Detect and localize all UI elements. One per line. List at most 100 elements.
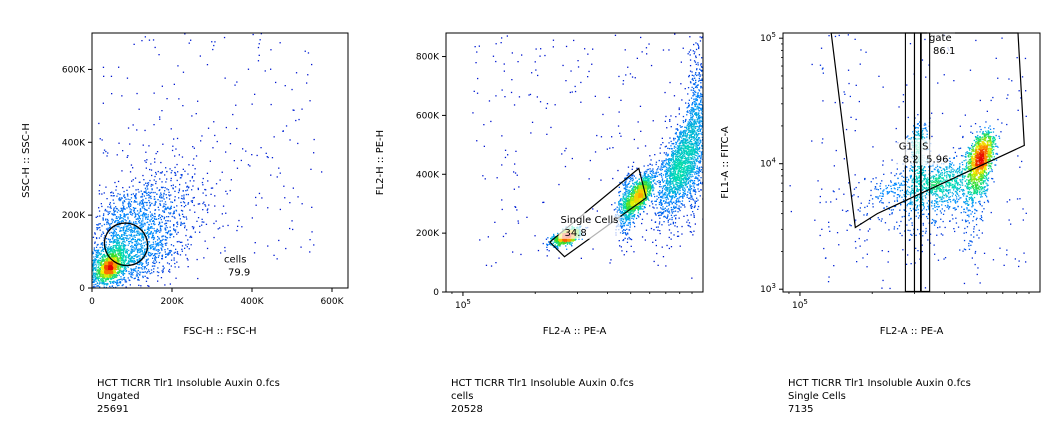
event-dot — [688, 76, 690, 78]
event-dot — [698, 90, 701, 92]
event-dot — [149, 192, 151, 194]
event-dot — [148, 241, 150, 243]
event-dot — [655, 172, 657, 174]
event-dot — [121, 261, 123, 263]
event-dot — [698, 137, 700, 139]
event-dot — [258, 43, 260, 45]
event-dot — [539, 55, 541, 57]
event-dot — [124, 241, 126, 243]
event-dot — [162, 143, 164, 145]
event-dot — [121, 278, 123, 280]
event-dot — [142, 174, 144, 177]
event-dot — [155, 257, 157, 259]
event-dot — [104, 258, 107, 260]
event-dot — [140, 232, 142, 234]
event-dot — [683, 215, 685, 217]
event-dot — [142, 237, 144, 239]
event-dot — [675, 207, 677, 209]
event-dot — [692, 199, 695, 201]
event-dot — [110, 75, 113, 77]
event-dot — [673, 137, 675, 139]
event-dot — [150, 244, 152, 246]
event-dot — [107, 206, 109, 208]
event-dot — [654, 212, 656, 214]
event-dot — [655, 239, 657, 241]
event-dot — [285, 125, 288, 127]
event-dot — [122, 259, 124, 261]
event-dot — [608, 96, 610, 99]
event-dot — [159, 239, 162, 242]
event-dot — [101, 273, 103, 275]
event-dot — [697, 112, 699, 114]
event-dot — [514, 163, 516, 165]
event-dot — [626, 241, 629, 243]
event-dot — [627, 183, 630, 185]
event-dot — [158, 255, 160, 257]
event-dot — [179, 183, 181, 186]
event-dot — [134, 239, 136, 241]
event-dot — [690, 97, 693, 99]
event-dot — [130, 234, 132, 237]
event-dot — [694, 200, 696, 202]
event-dot — [225, 151, 227, 153]
event-dot — [694, 90, 696, 92]
event-dot — [557, 232, 559, 235]
event-dot — [687, 179, 689, 181]
event-dot — [693, 213, 695, 215]
event-dot — [690, 194, 692, 196]
event-dot — [692, 180, 694, 182]
event-dot — [204, 188, 206, 191]
event-dot — [680, 206, 682, 208]
event-dot — [678, 113, 680, 115]
event-dot — [127, 277, 129, 279]
event-dot — [113, 275, 115, 277]
event-dot — [123, 244, 125, 246]
event-dot — [694, 103, 696, 106]
event-dot — [119, 246, 121, 248]
gate-outline[interactable] — [96, 215, 156, 274]
event-dot — [183, 202, 186, 204]
event-dot — [155, 249, 157, 251]
event-dot — [115, 228, 117, 230]
event-dot — [688, 200, 691, 202]
event-dot — [112, 261, 114, 263]
event-dot — [174, 172, 177, 174]
event-dot — [113, 263, 115, 266]
event-dot — [671, 209, 673, 211]
event-dot — [596, 134, 598, 137]
event-dot — [165, 253, 167, 255]
event-dot — [141, 236, 143, 238]
event-dot — [179, 177, 182, 179]
event-dot — [173, 138, 175, 140]
event-dot — [619, 181, 621, 184]
event-dot — [110, 261, 112, 263]
event-dot — [658, 214, 660, 217]
event-dot — [129, 254, 131, 256]
event-dot — [620, 206, 622, 208]
event-dot — [686, 186, 688, 188]
event-dot — [149, 201, 151, 204]
event-dot — [662, 197, 664, 199]
event-dot — [101, 279, 103, 281]
event-dot — [652, 206, 654, 208]
event-dot — [164, 208, 166, 210]
event-dot — [122, 243, 124, 245]
event-dot — [695, 63, 697, 65]
event-dot — [152, 236, 154, 239]
event-dot — [698, 168, 701, 170]
event-dot — [147, 227, 149, 229]
event-dot — [558, 257, 560, 259]
event-dot — [106, 223, 108, 225]
event-dot — [616, 206, 618, 208]
event-dot — [154, 253, 157, 255]
event-dot — [110, 207, 112, 209]
event-dot — [113, 210, 116, 212]
x-tick-label: 400K — [240, 297, 264, 307]
event-dot — [659, 152, 661, 154]
event-dot — [660, 191, 662, 193]
event-dot — [108, 259, 110, 261]
event-dot — [134, 234, 136, 236]
event-dot — [101, 260, 103, 263]
event-dot — [271, 157, 274, 159]
